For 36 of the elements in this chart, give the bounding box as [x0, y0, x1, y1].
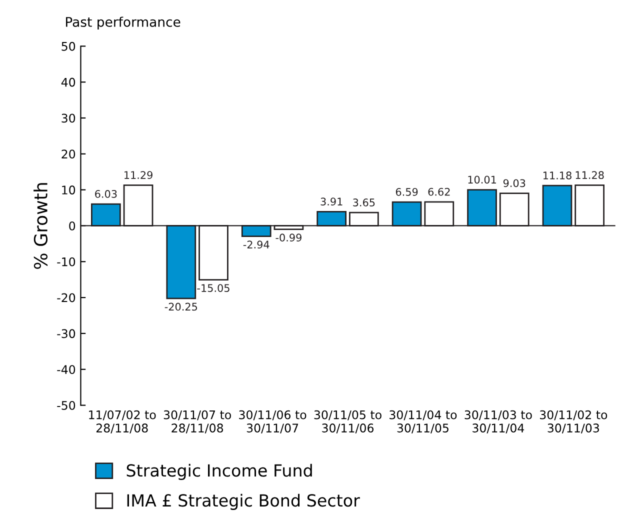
- chart-title: Past performance: [66, 16, 180, 30]
- data-label: -0.99: [276, 234, 302, 242]
- y-tick-label: 20: [62, 150, 76, 159]
- y-tick-label: -10: [57, 257, 76, 266]
- y-tick-label: 10: [62, 186, 76, 194]
- data-label: 6.03: [95, 190, 117, 198]
- legend-label: IMA £ Strategic Bond Sector: [127, 494, 360, 510]
- data-label: 6.59: [396, 188, 418, 196]
- y-axis-title: % Growth: [34, 183, 48, 269]
- x-tick-label: 30/11/04 to 30/11/05: [390, 410, 457, 434]
- y-tick-label: -30: [57, 329, 76, 338]
- y-tick-label: 50: [62, 42, 76, 51]
- data-label: 11.18: [543, 172, 572, 180]
- legend-label: Strategic Income Fund: [126, 464, 312, 480]
- data-label: 3.91: [320, 198, 342, 206]
- y-tick-label: 0: [69, 221, 76, 230]
- data-label: 11.28: [576, 171, 604, 180]
- data-label: -2.94: [243, 240, 270, 249]
- x-tick-label: 30/11/05 to 30/11/06: [314, 410, 382, 434]
- y-tick-label: 30: [62, 114, 76, 123]
- data-label: 3.65: [353, 198, 375, 206]
- data-label: 9.03: [503, 179, 526, 188]
- data-label: -15.05: [197, 284, 230, 292]
- x-tick-label: 30/11/06 to 30/11/07: [239, 410, 306, 434]
- y-tick-label: -20: [57, 293, 76, 302]
- y-tick-label: -40: [57, 365, 76, 374]
- data-label: 6.62: [428, 188, 450, 196]
- data-label: -20.25: [164, 302, 198, 311]
- x-tick-label: 30/11/02 to 30/11/03: [540, 410, 608, 434]
- x-tick-label: 11/07/02 to 28/11/08: [89, 410, 156, 434]
- y-tick-label: 40: [61, 78, 76, 87]
- data-label: 11.29: [124, 171, 152, 179]
- y-tick-label: -50: [57, 400, 76, 410]
- x-tick-label: 30/11/03 to 30/11/04: [464, 410, 532, 434]
- x-tick-label: 30/11/07 to 28/11/08: [164, 410, 231, 434]
- data-label: 10.01: [468, 176, 496, 184]
